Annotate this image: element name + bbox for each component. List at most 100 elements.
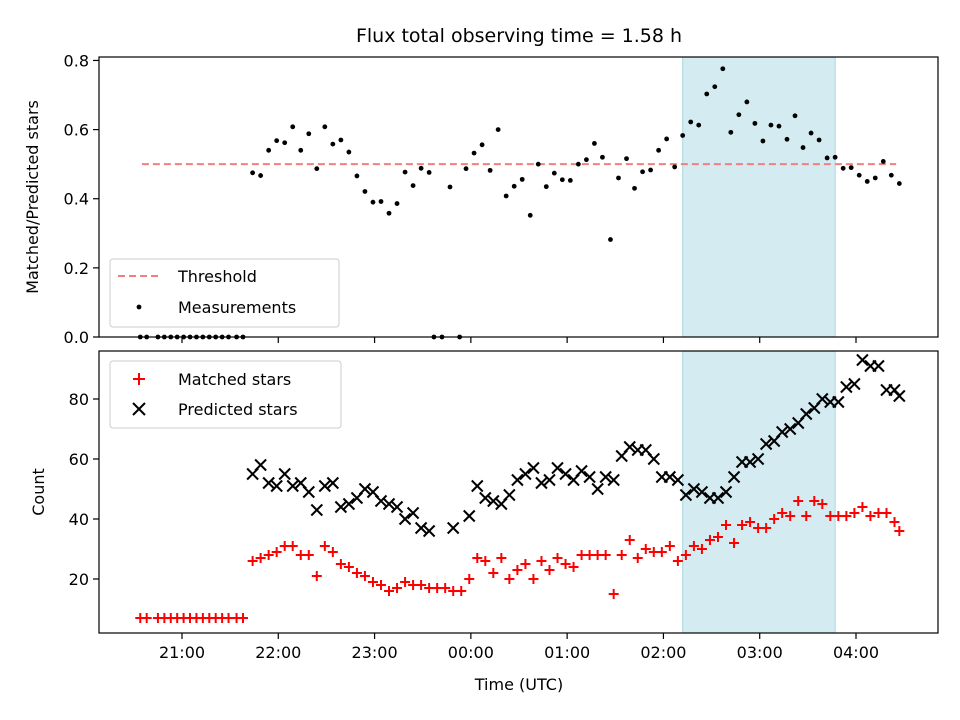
measurement-point: [543, 184, 549, 190]
legend-box: [109, 258, 340, 328]
matched-point: [712, 532, 723, 542]
predicted-point: [848, 377, 861, 391]
predicted-point: [575, 464, 588, 478]
measurement-point: [848, 165, 854, 171]
matched-points: [135, 496, 905, 623]
matched-point: [664, 541, 675, 551]
x-tick-label: 23:00: [352, 643, 398, 662]
measurement-point: [696, 122, 702, 128]
predicted-point: [398, 512, 412, 526]
measurement-point: [495, 127, 501, 132]
predicted-point: [326, 476, 340, 490]
measurement-point: [290, 124, 296, 130]
measurement-point: [298, 147, 304, 153]
predicted-point: [551, 461, 564, 475]
predicted-point: [487, 494, 500, 508]
y-tick-label: 0.6: [64, 121, 89, 140]
matched-point: [721, 520, 732, 530]
measurement-point: [736, 112, 742, 118]
measurement-point: [362, 189, 368, 194]
matched-point: [343, 562, 354, 572]
matched-point: [464, 574, 475, 584]
matched-point: [737, 520, 748, 530]
measurement-point: [274, 138, 280, 144]
measurement-point: [402, 169, 408, 175]
measurement-point: [656, 147, 662, 153]
predicted-point: [775, 425, 789, 439]
matched-point: [375, 580, 386, 590]
measurement-point: [672, 164, 678, 170]
measurement-point: [535, 161, 541, 167]
measurement-point: [752, 120, 758, 126]
measurement-point: [640, 169, 645, 175]
predicted-point: [816, 392, 829, 406]
chart-title: Flux total observing time = 1.58 h: [356, 25, 682, 47]
matched-point: [141, 613, 152, 623]
highlight-band-top: [682, 56, 836, 338]
predicted-point: [334, 500, 348, 514]
measurement-point: [600, 154, 605, 160]
matched-point: [416, 580, 427, 590]
predicted-point: [278, 467, 291, 481]
panel-ratio: 0.00.20.40.60.8 Matched/Predicted stars …: [23, 51, 939, 347]
matched-point: [672, 556, 683, 566]
predicted-point: [414, 521, 428, 535]
legend-bottom: Matched stars Predicted stars: [109, 360, 342, 429]
matched-point: [335, 559, 346, 569]
measurement-point: [567, 178, 573, 183]
legend-measurements-label: Measurements: [178, 298, 296, 317]
matched-point: [600, 550, 611, 560]
matched-point: [472, 553, 483, 563]
measurement-point: [744, 99, 750, 105]
predicted-point: [607, 473, 620, 487]
x-tick-label: 02:00: [640, 643, 686, 662]
matched-point: [889, 517, 900, 527]
matched-point: [704, 535, 715, 545]
measurement-point: [664, 136, 670, 142]
measurement-point: [760, 138, 766, 144]
legend-box: [109, 360, 342, 429]
x-tick-label: 00:00: [448, 643, 494, 662]
measurement-point: [648, 167, 653, 173]
predicted-point: [358, 482, 372, 496]
measurement-point: [314, 166, 320, 172]
measurement-point: [776, 123, 782, 129]
predicted-point: [302, 485, 315, 499]
panel-counts: 20 40 60 80 21:00 22:00 23:00 00:00 01:00 02:00 0…: [29, 350, 939, 694]
x-tick-label: 21:00: [159, 643, 205, 662]
matched-point: [287, 541, 298, 551]
measurement-point: [338, 137, 344, 143]
matched-point: [841, 511, 852, 521]
measurement-point: [511, 183, 517, 189]
predicted-point: [527, 461, 540, 475]
predicted-point: [342, 497, 356, 511]
x-axis-label: Time (UTC): [474, 675, 563, 694]
y-axis-label-bottom: Count: [29, 468, 48, 516]
measurement-points: [137, 66, 902, 340]
measurement-point: [575, 161, 581, 167]
measurement-point: [616, 175, 621, 181]
predicted-point: [751, 452, 765, 466]
measurement-point: [559, 177, 565, 183]
measurement-point: [888, 172, 894, 178]
measurement-point: [592, 141, 597, 146]
y-tick-label: 80: [69, 390, 89, 409]
x-ticks-top: [181, 337, 857, 343]
measurement-point: [608, 237, 613, 242]
predicted-point: [800, 407, 813, 421]
predicted-point: [471, 479, 484, 493]
measurement-point: [840, 165, 846, 171]
matched-point: [745, 517, 756, 527]
matched-point: [456, 586, 467, 596]
predicted-point: [719, 485, 733, 499]
matched-point: [512, 565, 523, 575]
predicted-point: [583, 470, 596, 484]
matched-point: [656, 547, 667, 557]
matched-point: [400, 577, 411, 587]
measurement-point: [824, 155, 830, 161]
predicted-point: [727, 470, 741, 484]
predicted-point: [543, 473, 556, 487]
measurement-point: [322, 124, 328, 130]
matched-point: [255, 553, 266, 563]
